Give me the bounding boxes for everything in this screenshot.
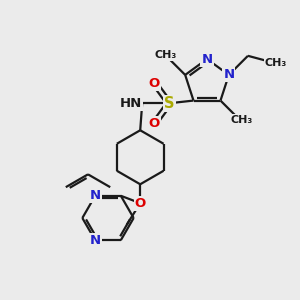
Text: O: O [149,117,160,130]
Text: CH₃: CH₃ [230,115,253,125]
Text: N: N [90,189,101,202]
Text: N: N [90,234,101,247]
Text: HN: HN [120,97,142,110]
Text: N: N [201,52,213,66]
Text: N: N [223,68,234,81]
Text: S: S [164,96,175,111]
Text: O: O [149,76,160,89]
Text: O: O [135,197,146,210]
Text: CH₃: CH₃ [155,50,177,60]
Text: CH₃: CH₃ [265,58,287,68]
